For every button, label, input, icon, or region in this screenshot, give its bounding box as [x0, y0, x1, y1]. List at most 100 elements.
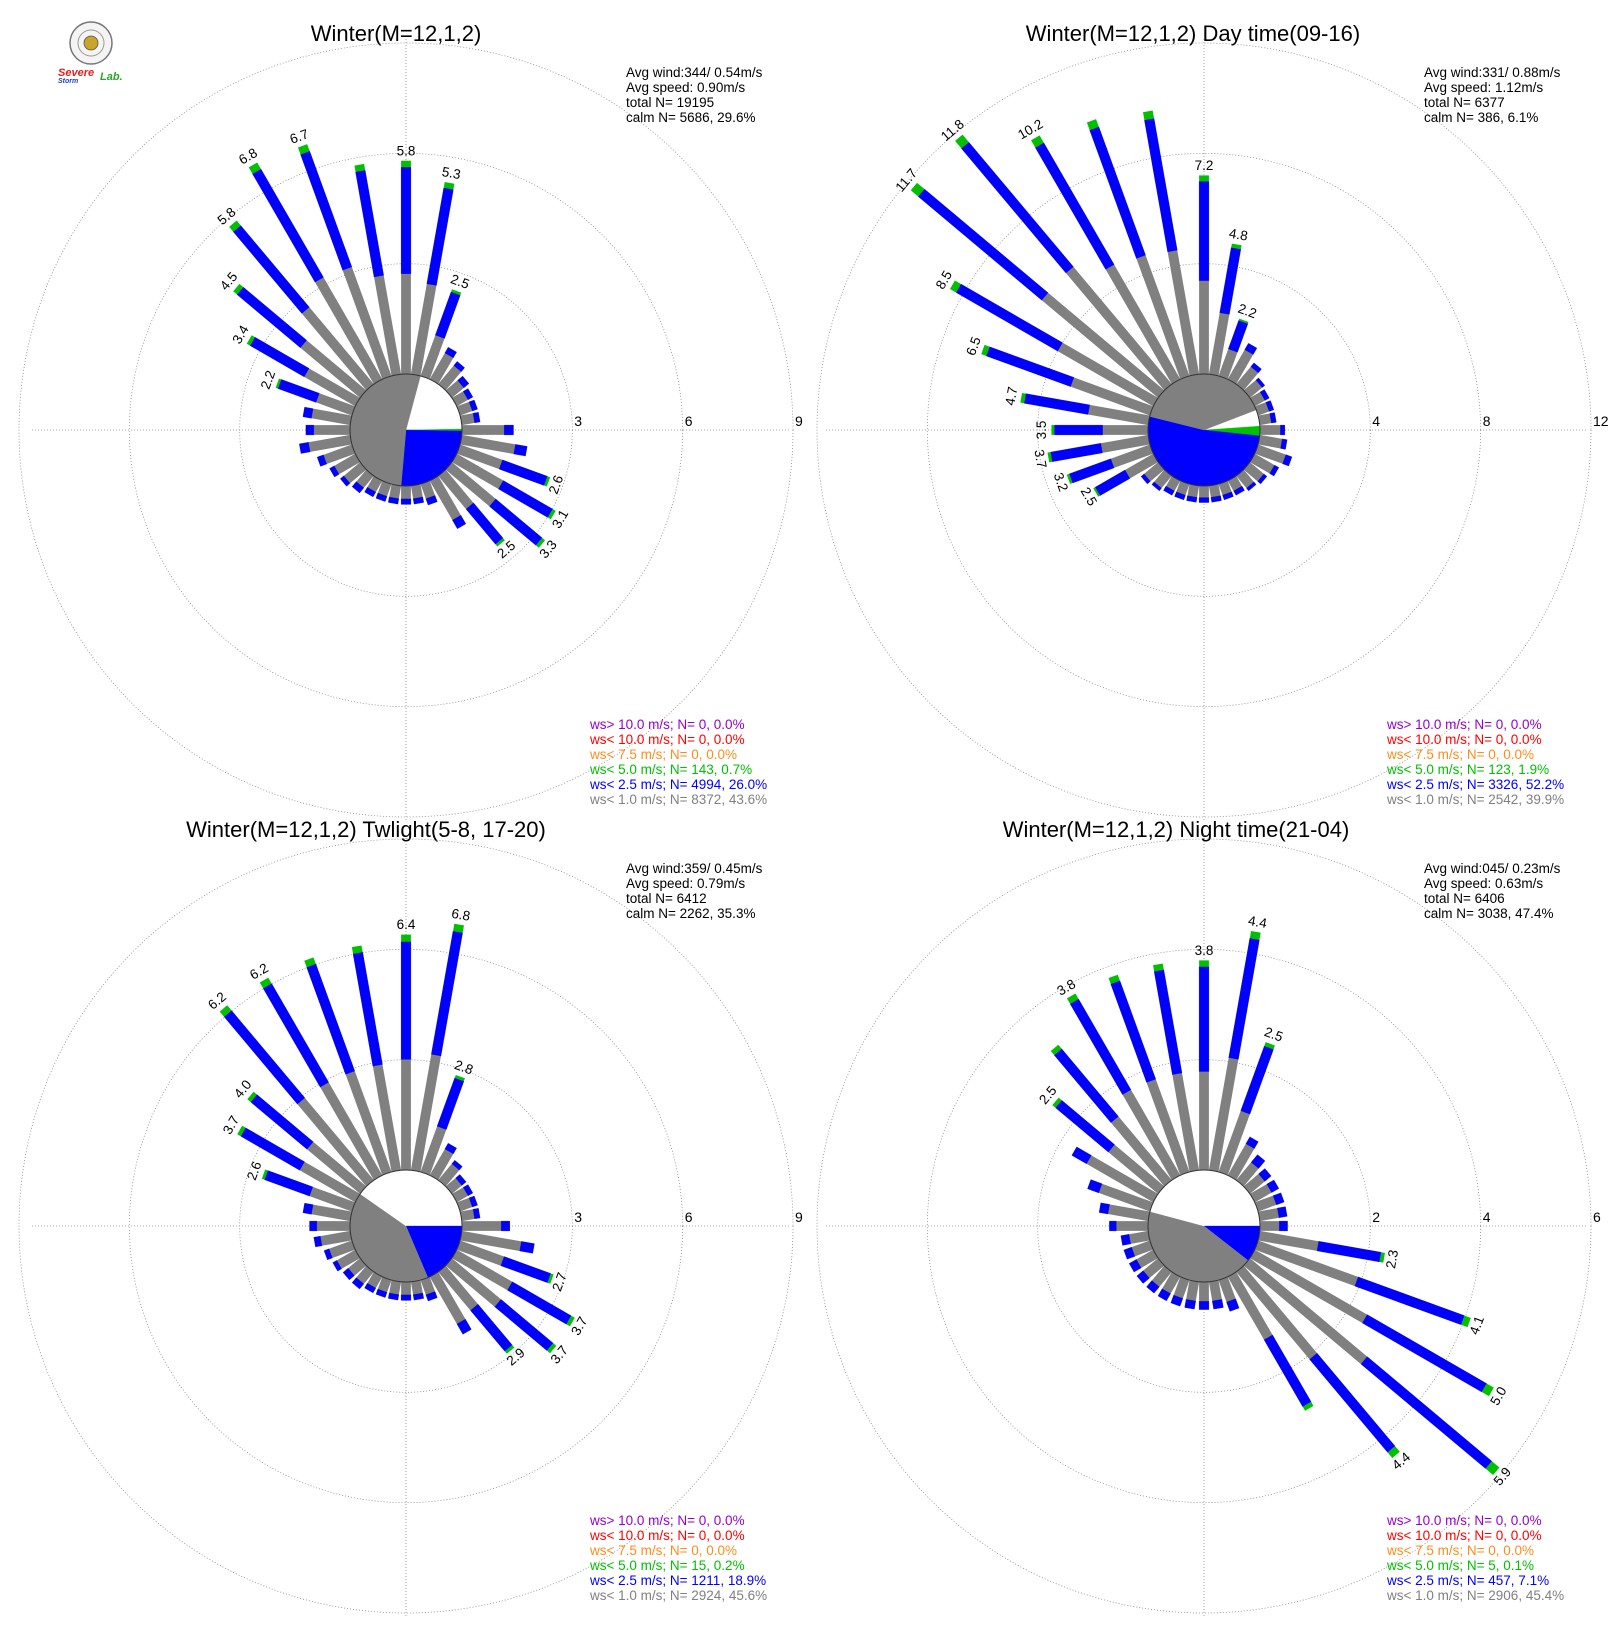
legend: ws> 10.0 m/s; N= 0, 0.0% ws< 10.0 m/s; N… [1386, 717, 1564, 807]
bar-segment-ws-lt-1 [315, 277, 383, 384]
bar-segment-ws-lt-1 [445, 1258, 502, 1307]
ring-6 [816, 838, 1592, 1614]
bar-segment-ws-lt-2-5 [1259, 389, 1270, 401]
legend-ws-lt-5: ws< 5.0 m/s; N= 123, 1.9% [1386, 762, 1549, 777]
bar-segment-ws-lt-2-5 [1266, 1179, 1280, 1193]
legend-ws-lt-1: ws< 1.0 m/s; N= 8372, 43.6% [589, 792, 767, 807]
bar-segment-ws-lt-5 [1093, 487, 1101, 497]
bar-segment-ws-lt-1 [456, 444, 503, 470]
bar-segment-ws-lt-5 [1461, 1315, 1471, 1328]
bar-segment-ws-lt-2-5 [444, 347, 457, 359]
bar-segment-ws-lt-2-5 [400, 1294, 412, 1301]
panel-title: Winter(M=12,1,2) Night time(21-04) [1003, 817, 1350, 842]
bar-segment-ws-lt-5 [1086, 119, 1099, 131]
bar-segment-ws-lt-2-5 [1250, 362, 1262, 374]
bar-segment-ws-lt-1 [1107, 1204, 1150, 1222]
bar-segment-ws-lt-1 [445, 1177, 462, 1194]
bar-segment-ws-lt-1 [1176, 480, 1190, 496]
legend-ws-gt-10: ws> 10.0 m/s; N= 0, 0.0% [1386, 1513, 1542, 1528]
bar-segment-ws-lt-2-5 [1087, 1179, 1103, 1194]
bar-segment-ws-lt-1 [1260, 1221, 1280, 1231]
wind-rose-panel-winter-all: Winter(M=12,1,2) 3 6 95.85.32.52.63.13.32.… [18, 21, 803, 821]
bar-segment-ws-lt-1 [374, 275, 402, 376]
bar-segment-ws-lt-2-5 [1198, 966, 1210, 1072]
bar-segment-ws-lt-5 [248, 162, 261, 174]
bar-segment-ws-lt-1 [1187, 484, 1200, 498]
bar-segment-ws-lt-5 [1249, 930, 1261, 940]
bar-segment-ws-lt-1 [1086, 1155, 1158, 1203]
stat-avg-speed: Avg speed: 0.79m/s [626, 876, 745, 891]
bar-segment-ws-lt-5 [1047, 452, 1053, 463]
bar-segment-ws-lt-1 [367, 476, 383, 493]
ring-12 [816, 42, 1592, 818]
bar-value-label: 2.7 [549, 1270, 570, 1293]
bar-segment-ws-lt-1 [420, 1126, 447, 1176]
bar-segment-ws-lt-2-5 [309, 1220, 317, 1232]
bar-segment-ws-lt-2-5 [1136, 1270, 1150, 1284]
ring-tick-label: 9 [795, 413, 803, 429]
stats-block: Avg wind:045/ 0.23m/s Avg speed: 0.63m/s… [1424, 861, 1561, 921]
bar-segment-ws-lt-2-5 [375, 1288, 388, 1298]
bar-segment-ws-lt-1 [316, 1221, 350, 1231]
bar-segment-ws-lt-1 [323, 444, 356, 465]
bar-segment-ws-lt-1 [438, 1163, 460, 1187]
bar-segment-ws-lt-2-5 [451, 1160, 463, 1171]
stat-total-n: total N= 6377 [1424, 95, 1505, 110]
polar-plot: 4 8 127.24.82.22.53.23.73.54.76.58.511.711… [816, 39, 1609, 821]
legend-ws-lt-5: ws< 5.0 m/s; N= 5, 0.1% [1386, 1558, 1534, 1573]
bar-segment-ws-lt-1 [301, 307, 374, 391]
bar-value-label: 2.2 [1236, 301, 1259, 322]
bar-segment-ws-lt-5 [1485, 1461, 1500, 1475]
bar-value-label: 4.1 [1466, 1314, 1487, 1337]
bar-segment-ws-lt-1 [1146, 1079, 1190, 1176]
bar-segment-ws-lt-5 [1199, 175, 1209, 182]
bar-segment-ws-lt-1 [1227, 476, 1243, 491]
bar-segment-ws-lt-1 [1250, 1249, 1368, 1324]
legend-ws-lt-2-5: ws< 2.5 m/s; N= 3326, 52.2% [1386, 777, 1564, 792]
bar-segment-ws-lt-1 [1057, 342, 1158, 407]
bar-segment-ws-lt-5 [1050, 1044, 1062, 1056]
bar-value-label: 2.5 [449, 271, 472, 292]
bar-segment-ws-lt-5 [219, 1005, 232, 1017]
bar-segment-ws-lt-2-5 [462, 388, 474, 401]
bar-segment-ws-lt-5 [275, 378, 282, 389]
bar-segment-ws-lt-1 [1218, 1110, 1250, 1176]
ring-9 [18, 838, 794, 1614]
bar-segment-ws-lt-1 [429, 1148, 454, 1180]
bar-segment-ws-lt-5 [451, 289, 462, 296]
bar-segment-ws-lt-2-5 [1244, 343, 1258, 355]
legend-ws-lt-7-5: ws< 7.5 m/s; N= 0, 0.0% [1386, 747, 1534, 762]
bar-segment-ws-lt-5 [1238, 318, 1249, 324]
bar-segment-ws-lt-1 [1199, 486, 1209, 498]
legend: ws> 10.0 m/s; N= 0, 0.0% ws< 10.0 m/s; N… [1386, 1513, 1564, 1603]
bar-segment-ws-lt-1 [1173, 1276, 1190, 1299]
bar-segment-ws-lt-1 [410, 1054, 441, 1172]
bar-segment-ws-lt-2-5 [453, 361, 465, 372]
bar-segment-ws-lt-1 [334, 453, 360, 475]
bar-segment-ws-lt-5 [910, 182, 925, 197]
bar-segment-ws-lt-2-5 [1280, 424, 1285, 436]
bar-segment-ws-lt-1 [1227, 1272, 1273, 1340]
bar-segment-ws-lt-1 [377, 480, 392, 497]
bar-segment-ws-lt-5 [495, 538, 505, 547]
bar-value-label: 2.5 [1262, 1024, 1285, 1045]
bar-segment-ws-lt-1 [320, 1230, 352, 1246]
bar-segment-ws-lt-1 [308, 434, 352, 452]
bar-segment-ws-lt-1 [401, 1282, 411, 1295]
bar-segment-ws-lt-1 [1124, 453, 1158, 479]
bar-segment-ws-lt-2-5 [1282, 454, 1293, 467]
legend-ws-lt-10: ws< 10.0 m/s; N= 0, 0.0% [589, 732, 745, 747]
bar-segment-ws-lt-5 [1051, 425, 1055, 435]
bar-segment-ws-lt-2-5 [1120, 1234, 1131, 1246]
bar-segment-ws-lt-1 [389, 1280, 402, 1295]
bar-segment-ws-lt-5 [401, 160, 411, 168]
bar-value-label: 6.5 [963, 335, 984, 358]
legend-ws-lt-10: ws< 10.0 m/s; N= 0, 0.0% [1386, 1528, 1542, 1543]
legend-ws-lt-1: ws< 1.0 m/s; N= 2542, 39.9% [1386, 792, 1564, 807]
bar-segment-ws-lt-1 [429, 476, 461, 521]
bar-value-label: 2.6 [244, 1159, 265, 1182]
legend-ws-gt-10: ws> 10.0 m/s; N= 0, 0.0% [589, 1513, 745, 1528]
bar-value-label: 2.2 [258, 368, 279, 391]
bar-segment-ws-lt-5 [1387, 1446, 1400, 1458]
bar-segment-ws-lt-2-5 [1255, 377, 1266, 388]
